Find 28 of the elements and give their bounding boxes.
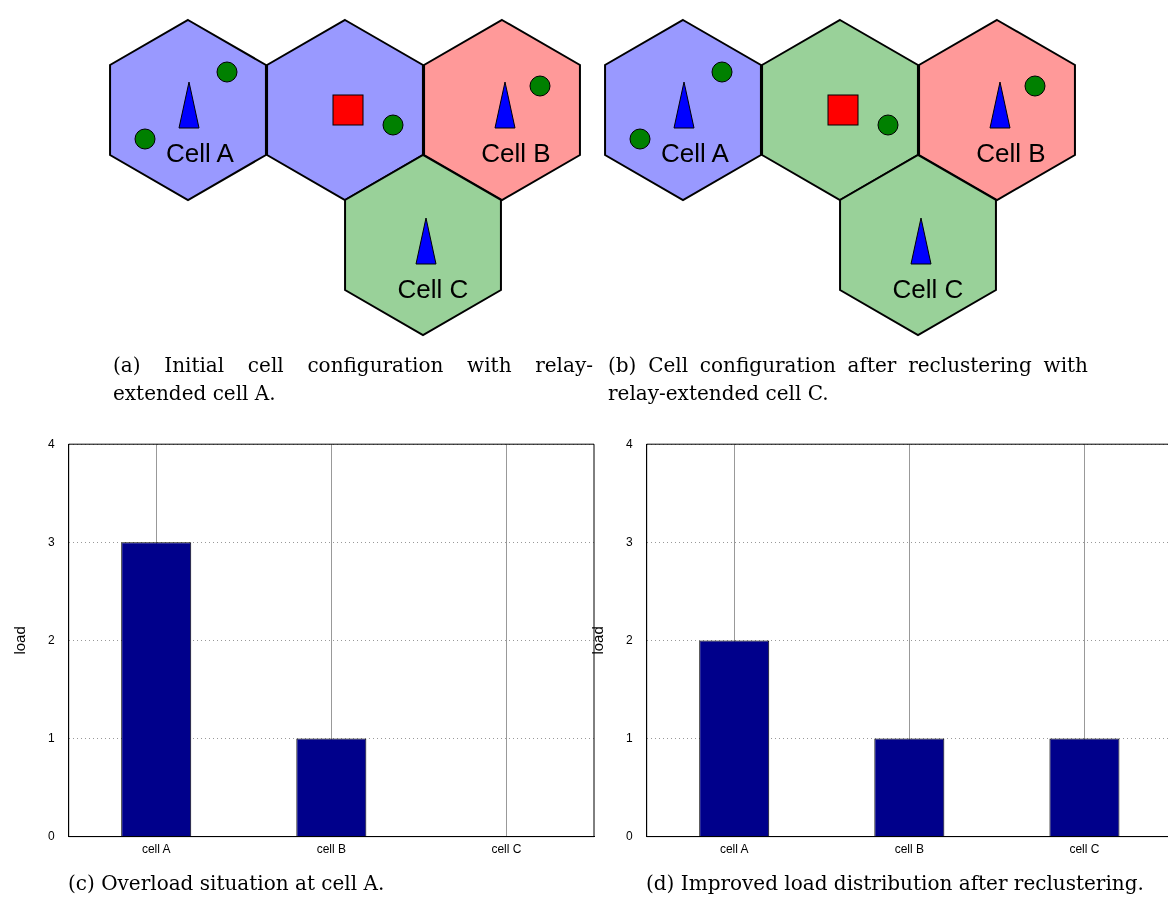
y-tick-label: 0: [47, 828, 55, 843]
text: Cell B: [481, 138, 551, 168]
y-tick-label: 0: [625, 828, 633, 843]
text: (a) Initial cell configuration with relay-extended cell A.: [113, 352, 593, 407]
x-tick-label: cell B: [894, 842, 925, 857]
y-tick-label: 2: [47, 632, 55, 647]
text: Cell C: [892, 274, 964, 304]
x-tick-label: cell A: [141, 842, 171, 857]
text: Cell A: [166, 138, 235, 168]
y-tick-label: 1: [47, 730, 55, 745]
y-tick-label: 3: [47, 534, 55, 549]
y-tick-label: 4: [47, 436, 55, 451]
y-tick-label: 1: [625, 730, 633, 745]
text: (b) Cell configuration after reclustering with relay-extended cell C.: [608, 352, 1088, 407]
x-tick-label: cell A: [719, 842, 749, 857]
y-tick-label: 2: [625, 632, 633, 647]
text: Cell C: [397, 274, 469, 304]
x-tick-label: cell C: [491, 842, 522, 857]
y-axis-title: load: [11, 626, 29, 655]
y-axis-title: load: [589, 626, 607, 655]
text: (c) Overload situation at cell A.: [68, 870, 386, 897]
text: Cell A: [661, 138, 730, 168]
y-tick-label: 4: [625, 436, 633, 451]
y-tick-label: 3: [625, 534, 633, 549]
text: Cell B: [976, 138, 1046, 168]
x-tick-label: cell C: [1069, 842, 1100, 857]
x-tick-label: cell B: [316, 842, 347, 857]
text: (d) Improved load distribution after reclustering.: [646, 870, 1145, 897]
